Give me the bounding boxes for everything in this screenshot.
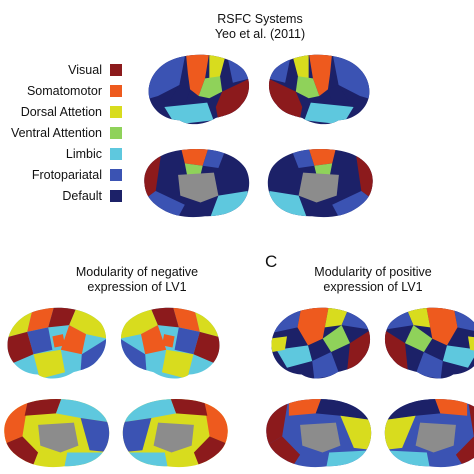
legend-item-default: Default <box>62 188 122 204</box>
legend-item-somatomotor: Somatomotor <box>27 83 122 99</box>
title-line-2: Yeo et al. (2011) <box>214 27 306 41</box>
legend-swatch <box>110 148 122 160</box>
brain-c-right-medial <box>384 399 474 468</box>
legend-swatch <box>110 169 122 181</box>
brain-c-left-medial <box>266 399 372 468</box>
panel-b-title: Modularity of negative expression of LV1 <box>32 265 242 295</box>
legend-swatch <box>110 127 122 139</box>
brain-b-right-lateral <box>120 307 220 379</box>
legend-swatch <box>110 85 122 97</box>
legend-swatch <box>110 64 122 76</box>
legend-label: Default <box>62 189 102 203</box>
legend-label: Frotopariatal <box>31 168 102 182</box>
brain-top-left-medial <box>144 149 250 218</box>
brain-c-left-lateral <box>271 307 371 379</box>
brain-b-left-medial <box>4 399 110 468</box>
brain-b-left-lateral <box>7 307 107 379</box>
legend-swatch <box>110 106 122 118</box>
legend-item-dorsal-attention: Dorsal Attetion <box>21 104 122 120</box>
title-line-1: RSFC Systems <box>217 12 303 26</box>
panel-c-title-line-1: Modularity of positive <box>314 265 432 279</box>
brain-top-left-lateral <box>148 54 250 125</box>
legend-label: Somatomotor <box>26 84 102 98</box>
legend-label: Visual <box>68 63 102 77</box>
panel-c-title-line-2: expression of LV1 <box>323 280 423 294</box>
figure-title: RSFC Systems Yeo et al. (2011) <box>170 12 350 42</box>
legend-item-frontoparietal: Frotopariatal <box>32 167 122 183</box>
legend-swatch <box>110 190 122 202</box>
legend-label: Limbic <box>65 147 102 161</box>
panel-c-letter: C <box>265 252 278 271</box>
brain-b-right-medial <box>122 399 228 468</box>
panel-b-title-line-1: Modularity of negative <box>75 265 199 279</box>
brain-top-right-medial <box>267 149 373 218</box>
legend-label: Ventral Attention <box>10 126 102 140</box>
legend-item-visual: Visual <box>68 62 122 78</box>
brain-top-right-lateral <box>268 54 370 125</box>
legend-label: Dorsal Attetion <box>20 105 102 119</box>
panel-b-title-line-2: expression of LV1 <box>87 280 187 294</box>
panel-c-title: Modularity of positive expression of LV1 <box>268 265 474 295</box>
legend-item-ventral-attention: Ventral Attention <box>11 125 122 141</box>
brain-c-right-lateral <box>384 307 474 379</box>
legend-item-limbic: Limbic <box>66 146 122 162</box>
